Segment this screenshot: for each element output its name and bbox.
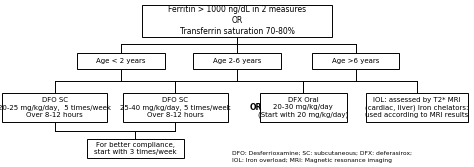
Text: For better compliance,
start with 3 times/week: For better compliance, start with 3 time… <box>94 142 176 155</box>
Text: DFO: Desferrioxamine; SC: subcutaneous; DFX: deferasirox;
IOL: Iron overload; MR: DFO: Desferrioxamine; SC: subcutaneous; … <box>232 151 412 163</box>
Text: DFX Oral
20-30 mg/kg/day
(Start with 20 mg/kg/day): DFX Oral 20-30 mg/kg/day (Start with 20 … <box>258 97 348 118</box>
FancyBboxPatch shape <box>77 53 165 69</box>
FancyBboxPatch shape <box>193 53 281 69</box>
FancyBboxPatch shape <box>2 93 107 122</box>
Text: IOL: assessed by T2* MRI
(cardiac, liver) Iron chelators:
used according to MRI : IOL: assessed by T2* MRI (cardiac, liver… <box>365 97 469 118</box>
Text: Age 2-6 years: Age 2-6 years <box>213 58 261 64</box>
FancyBboxPatch shape <box>259 93 347 122</box>
Text: DFO SC
20-25 mg/kg/day,  5 times/week
Over 8-12 hours: DFO SC 20-25 mg/kg/day, 5 times/week Ove… <box>0 97 111 118</box>
FancyBboxPatch shape <box>311 53 399 69</box>
Text: Ferritin > 1000 ng/dL in 2 measures
OR
Transferrin saturation 70-80%: Ferritin > 1000 ng/dL in 2 measures OR T… <box>168 5 306 36</box>
Text: OR: OR <box>250 103 262 112</box>
FancyBboxPatch shape <box>142 5 332 37</box>
Text: Age >6 years: Age >6 years <box>332 58 379 64</box>
Text: Age < 2 years: Age < 2 years <box>96 58 146 64</box>
FancyBboxPatch shape <box>123 93 228 122</box>
FancyBboxPatch shape <box>366 93 468 122</box>
Text: DFO SC
25-40 mg/kg/day, 5 times/week
Over 8-12 hours: DFO SC 25-40 mg/kg/day, 5 times/week Ove… <box>120 97 231 118</box>
FancyBboxPatch shape <box>86 139 183 158</box>
